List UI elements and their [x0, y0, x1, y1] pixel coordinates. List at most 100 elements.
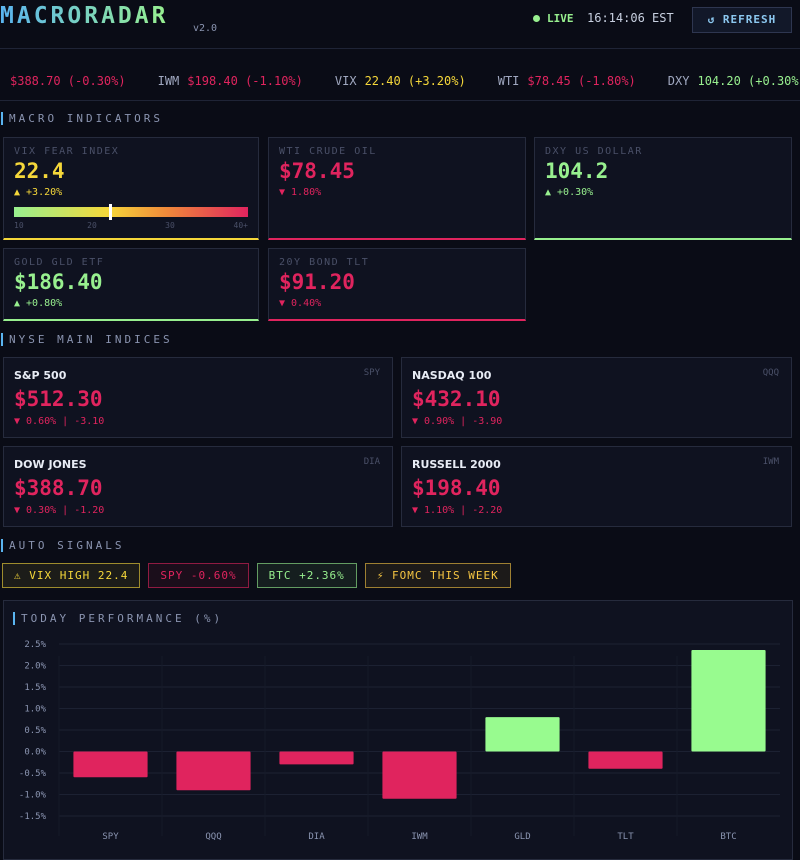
- signal-chip: ⚠ VIX HIGH 22.4: [2, 563, 141, 588]
- refresh-button[interactable]: ↺ REFRESH: [692, 7, 792, 33]
- indicator-label: GOLD GLD ETF: [14, 257, 105, 268]
- bar: [73, 751, 148, 778]
- bar: [382, 751, 457, 799]
- index-symbol: SPY: [363, 368, 380, 378]
- bar: [485, 717, 560, 752]
- y-tick-label: 0.5%: [24, 726, 46, 736]
- index-symbol: IWM: [762, 457, 779, 467]
- ticker-item: IWM $198.40 (-1.10%): [158, 74, 303, 88]
- indicator-label: 20Y BOND TLT: [279, 257, 370, 268]
- index-value: $198.40: [412, 476, 501, 500]
- live-status: LIVE: [547, 12, 574, 25]
- gauge-bar: [14, 204, 248, 220]
- section-title: AUTO SIGNALS: [1, 539, 124, 552]
- indicator-label: VIX FEAR INDEX: [14, 146, 120, 157]
- y-tick-label: 2.0%: [24, 662, 46, 672]
- indicator-value: $78.45: [279, 159, 355, 183]
- x-tick-label: TLT: [617, 832, 634, 842]
- index-symbol: QQQ: [762, 368, 779, 378]
- y-tick-label: 1.0%: [24, 705, 46, 715]
- gauge-tick: 10: [14, 221, 24, 230]
- indicator-card: GOLD GLD ETF $186.40 ▲ +0.80%: [3, 248, 259, 321]
- clock: 16:14:06 EST: [587, 11, 674, 25]
- y-tick-label: 1.5%: [24, 683, 46, 693]
- x-tick-label: GLD: [514, 832, 530, 842]
- ticker-item: $388.70 (-0.30%): [10, 74, 126, 88]
- signal-chip: ⚡ FOMC THIS WEEK: [364, 563, 511, 588]
- bar: [691, 650, 766, 752]
- gauge-tick: 30: [165, 221, 175, 230]
- x-tick-label: DIA: [308, 832, 325, 842]
- indicator-label: WTI CRUDE OIL: [279, 146, 377, 157]
- index-name: NASDAQ 100: [412, 369, 492, 382]
- ticker: $388.70 (-0.30%) IWM $198.40 (-1.10%) VIX 22…: [10, 74, 800, 88]
- ticker-symbol: IWM: [157, 74, 180, 88]
- ticker-item: DXY 104.20 (+0.30%): [668, 74, 800, 88]
- divider: [0, 48, 800, 49]
- index-change: ▼ 1.10% | -2.20: [412, 505, 503, 516]
- app-title: MACRORADAR: [0, 3, 169, 29]
- x-tick-label: IWM: [411, 832, 428, 842]
- indicator-change: ▲ +3.20%: [14, 187, 63, 198]
- ticker-item: VIX 22.40 (+3.20%): [335, 74, 466, 88]
- bar: [176, 751, 251, 791]
- index-card: RUSSELL 2000 IWM $198.40 ▼ 1.10% | -2.20: [401, 446, 792, 527]
- gauge-marker: [109, 204, 113, 220]
- index-change: ▼ 0.90% | -3.90: [412, 416, 503, 427]
- y-tick-label: 0.0%: [24, 748, 46, 758]
- ticker-symbol: DXY: [667, 74, 690, 88]
- ticker-quote: $198.40 (-1.10%): [187, 74, 303, 88]
- index-value: $432.10: [412, 387, 501, 411]
- indicator-change: ▼ 1.80%: [279, 187, 322, 198]
- index-name: S&P 500: [14, 369, 67, 382]
- indicator-value: $91.20: [279, 270, 355, 294]
- indicator-change: ▲ +0.30%: [545, 187, 594, 198]
- ticker-symbol: WTI: [497, 74, 520, 88]
- x-tick-label: BTC: [720, 832, 736, 842]
- index-card: S&P 500 SPY $512.30 ▼ 0.60% | -3.10: [3, 357, 393, 438]
- y-tick-label: -0.5%: [19, 769, 47, 779]
- ticker-quote: $78.45 (-1.80%): [527, 74, 636, 88]
- index-name: RUSSELL 2000: [412, 458, 501, 471]
- gauge-tick: 40+: [233, 221, 248, 230]
- index-name: DOW JONES: [14, 458, 87, 471]
- index-value: $388.70: [14, 476, 103, 500]
- indicator-card: 20Y BOND TLT $91.20 ▼ 0.40%: [268, 248, 526, 321]
- ticker-item: WTI $78.45 (-1.80%): [498, 74, 636, 88]
- x-tick-label: SPY: [102, 832, 119, 842]
- x-tick-label: QQQ: [205, 832, 221, 842]
- bar-chart: 2.5% 2.0% 1.5% 1.0% 0.5% 0.0% -0.5% -1.0% -1.5% S…: [19, 640, 780, 842]
- ticker-quote: $388.70 (-0.30%): [10, 74, 126, 88]
- bar: [279, 751, 354, 765]
- indicator-value: 104.2: [545, 159, 609, 183]
- indicator-label: DXY US DOLLAR: [545, 146, 643, 157]
- signals: ⚠ VIX HIGH 22.4 SPY -0.60% BTC +2.36% ⚡ FOM…: [2, 563, 511, 588]
- indicator-card: DXY US DOLLAR 104.2 ▲ +0.30%: [534, 137, 792, 240]
- indicator-card: VIX FEAR INDEX 22.4 ▲ +3.20% 10 20 30 40+: [3, 137, 259, 240]
- index-change: ▼ 0.30% | -1.20: [14, 505, 105, 516]
- divider: [0, 100, 800, 101]
- live-dot: [533, 15, 540, 22]
- signal-chip: BTC +2.36%: [256, 563, 357, 588]
- index-card: DOW JONES DIA $388.70 ▼ 0.30% | -1.20: [3, 446, 393, 527]
- indicator-value: $186.40: [14, 270, 103, 294]
- section-title: NYSE MAIN INDICES: [1, 333, 173, 346]
- indicator-card: WTI CRUDE OIL $78.45 ▼ 1.80%: [268, 137, 526, 240]
- y-tick-label: -1.0%: [19, 791, 47, 801]
- version: v2.0: [193, 23, 218, 34]
- ticker-quote: 22.40 (+3.20%): [364, 74, 466, 88]
- bar: [588, 751, 663, 769]
- indicator-value: 22.4: [14, 159, 65, 183]
- indicator-change: ▼ 0.40%: [279, 298, 322, 309]
- ticker-quote: 104.20 (+0.30%): [697, 74, 800, 88]
- chart-title: TODAY PERFORMANCE (%): [13, 612, 223, 625]
- y-tick-label: 2.5%: [24, 640, 46, 650]
- index-card: NASDAQ 100 QQQ $432.10 ▼ 0.90% | -3.90: [401, 357, 792, 438]
- ticker-symbol: VIX: [334, 74, 357, 88]
- y-tick-label: -1.5%: [19, 812, 47, 822]
- chart-panel: TODAY PERFORMANCE (%) 2.5% 2.0% 1.5% 1.0% 0.5…: [3, 600, 793, 860]
- section-title: MACRO INDICATORS: [1, 112, 163, 125]
- index-change: ▼ 0.60% | -3.10: [14, 416, 105, 427]
- gauge-tick: 20: [87, 221, 97, 230]
